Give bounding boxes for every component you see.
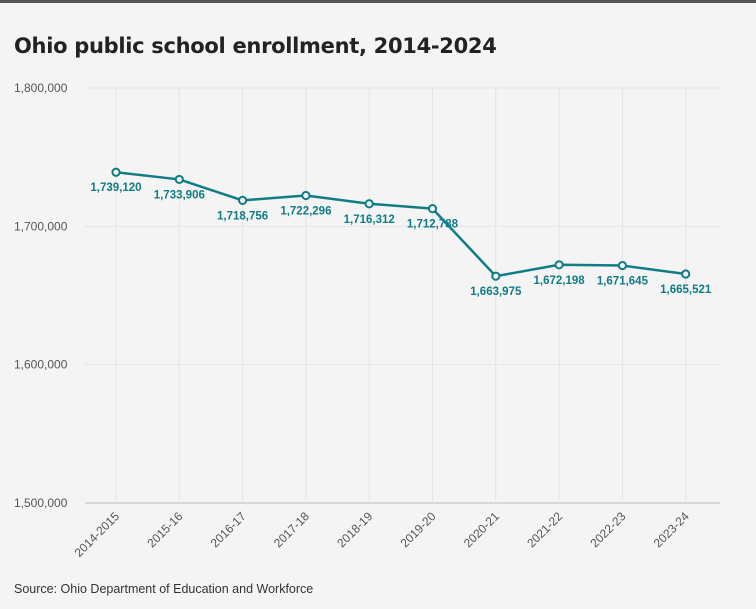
x-tick-label: 2019-20: [398, 509, 439, 550]
x-tick-label: 2014-2015: [72, 509, 123, 560]
x-tick-label: 2017-18: [271, 509, 312, 550]
data-label: 1,712,788: [407, 219, 459, 231]
x-tick-label: 2022-23: [587, 509, 628, 550]
data-point: [681, 269, 691, 279]
data-point: [174, 174, 184, 185]
data-label: 1,739,120: [90, 182, 141, 194]
data-point: [301, 190, 311, 201]
data-point: [554, 260, 564, 270]
x-tick-label: 2016-17: [208, 509, 249, 550]
x-tick-label: 2021-22: [524, 509, 565, 550]
data-label: 1,663,975: [470, 286, 522, 298]
y-tick-label: 1,600,000: [14, 358, 68, 372]
data-label: 1,672,198: [534, 275, 586, 287]
data-point: [491, 271, 501, 281]
data-label: 1,722,296: [280, 205, 331, 217]
data-point: [427, 204, 438, 214]
data-label: 1,716,312: [344, 214, 395, 226]
x-tick-label: 2015-16: [144, 509, 185, 550]
y-tick-label: 1,800,000: [14, 81, 68, 95]
data-point: [238, 195, 248, 205]
top-rule: [0, 0, 756, 3]
x-tick-label: 2020-21: [461, 509, 502, 550]
data-point: [111, 167, 121, 177]
data-label: 1,718,756: [217, 210, 268, 222]
y-tick-label: 1,500,000: [14, 496, 68, 510]
data-label: 1,733,906: [154, 189, 205, 201]
data-label: 1,671,645: [597, 276, 649, 288]
x-tick-label: 2018-19: [334, 509, 375, 550]
data-label: 1,665,521: [660, 284, 712, 296]
chart-title: Ohio public school enrollment, 2014-2024: [14, 34, 497, 58]
source-note: Source: Ohio Department of Education and…: [14, 582, 314, 596]
data-point: [617, 260, 628, 271]
data-point: [364, 199, 374, 209]
y-tick-label: 1,700,000: [14, 219, 68, 233]
series-line: [115, 170, 686, 278]
x-tick-label: 2023-24: [651, 509, 692, 550]
